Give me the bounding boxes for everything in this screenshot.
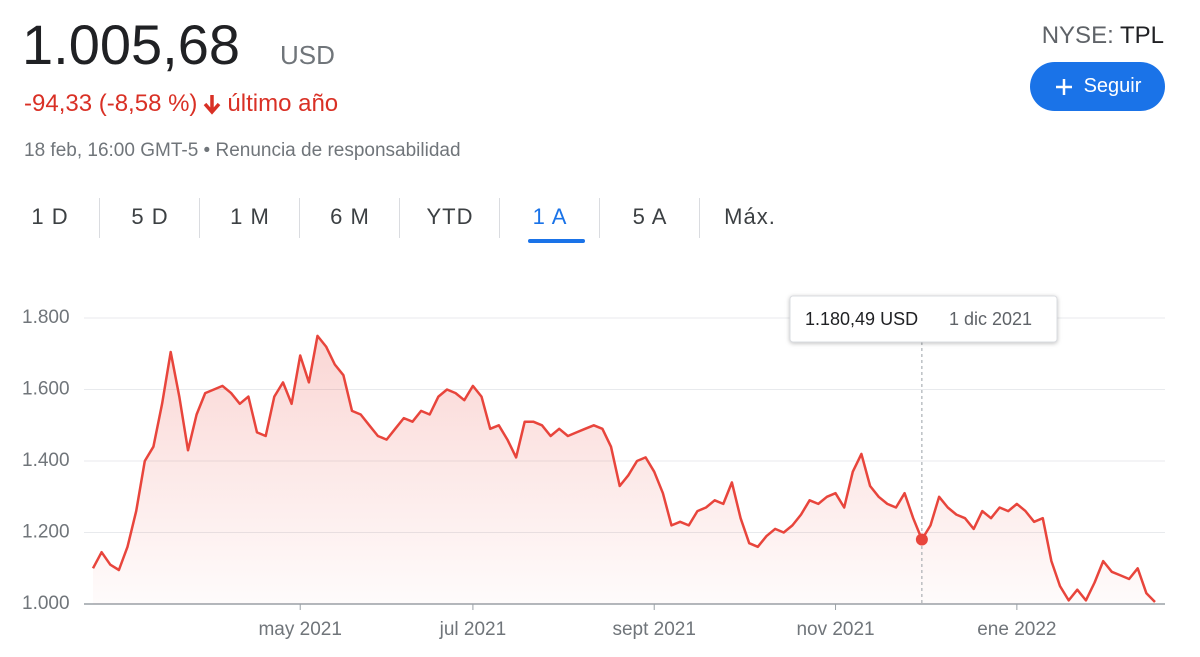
follow-label: Seguir	[1083, 75, 1142, 97]
range-tab[interactable]: 5 D	[100, 196, 200, 238]
exchange: NYSE:	[1041, 22, 1114, 49]
x-tick-label: jul 2021	[439, 619, 507, 640]
change: -94,33 (-8,58 %)	[24, 90, 198, 117]
tooltip-value: 1.180,49 USD	[805, 309, 918, 329]
currency: USD	[280, 40, 335, 70]
y-tick-label: 1.800	[22, 307, 70, 328]
y-tick-label: 1.000	[22, 593, 70, 614]
change-row: -94,33 (-8,58 %) último año	[24, 90, 338, 118]
follow-button[interactable]: Seguir	[1030, 62, 1165, 111]
y-tick-label: 1.400	[22, 450, 70, 471]
range-tab[interactable]: 1 M	[200, 196, 300, 238]
period: último año	[227, 90, 339, 117]
down-arrow	[204, 95, 221, 115]
x-tick-label: may 2021	[258, 619, 341, 640]
y-tick-label: 1.600	[22, 379, 70, 400]
y-tick-label: 1.200	[22, 522, 70, 543]
tooltip-date: 1 dic 2021	[949, 309, 1032, 329]
range-tab[interactable]: 6 M	[300, 196, 400, 238]
plus-icon	[1055, 78, 1072, 95]
price-line	[91, 334, 1156, 603]
range-tab[interactable]: YTD	[400, 196, 500, 238]
hover-dot	[915, 533, 928, 546]
range-tab[interactable]: 1 D	[0, 196, 100, 238]
tooltip-box	[789, 295, 1058, 343]
disclaimer[interactable]: 18 feb, 16:00 GMT-5 • Renuncia de respon…	[24, 140, 461, 161]
ticker: NYSE: TPL	[1042, 22, 1164, 50]
range-tab[interactable]: 5 A	[600, 196, 700, 238]
x-tick-label: nov 2021	[796, 619, 874, 640]
area	[93, 335, 1155, 604]
x-tick-label: ene 2022	[977, 619, 1056, 640]
symbol: TPL	[1119, 22, 1164, 49]
x-tick-label: sept 2021	[612, 619, 695, 640]
price: 1.005,68	[22, 13, 240, 76]
range-tab[interactable]: Máx.	[724, 204, 776, 229]
range-tab[interactable]: 1 A	[500, 196, 600, 243]
